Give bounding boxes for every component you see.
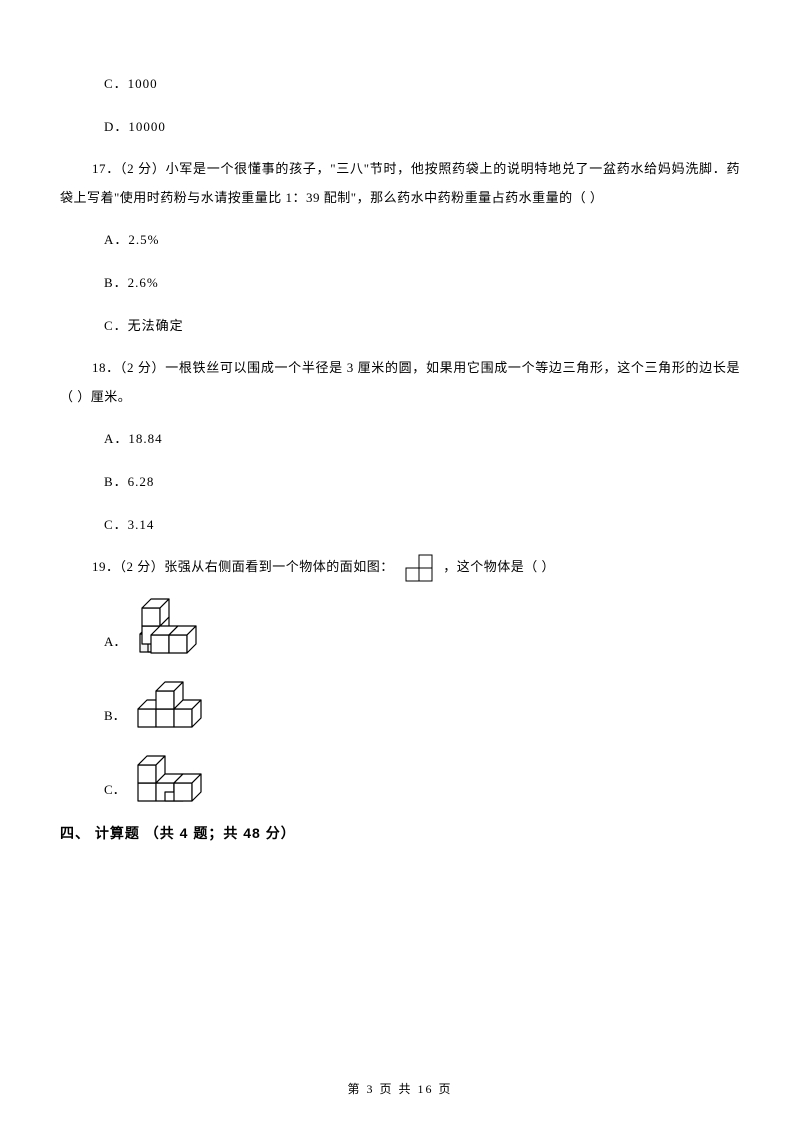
q19-option-a-label: A． <box>104 628 126 657</box>
q18-option-a: A．18.84 <box>60 425 740 454</box>
q17-option-b: B．2.6% <box>60 269 740 298</box>
q17-option-c: C．无法确定 <box>60 312 740 341</box>
q16-option-c: C．1000 <box>60 70 740 99</box>
q18-option-b: B．6.28 <box>60 468 740 497</box>
q19-option-b-figure <box>132 670 222 730</box>
q19-text-before: 19．（2 分）张强从右侧面看到一个物体的面如图： <box>92 559 394 574</box>
q19-side-view-icon <box>404 554 434 582</box>
q18-text: 18．（2 分）一根铁丝可以围成一个半径是 3 厘米的圆，如果用它围成一个等边三… <box>60 354 740 411</box>
q19-option-c-figure <box>132 744 217 804</box>
q18-option-c: C．3.14 <box>60 511 740 540</box>
q19-option-b-label: B． <box>104 702 126 731</box>
q19-option-b: B． <box>60 670 740 730</box>
page-footer: 第 3 页 共 16 页 <box>0 1076 800 1102</box>
q16-option-d: D．10000 <box>60 113 740 142</box>
q19-option-c: C． <box>60 744 740 804</box>
q19-text-after: ，这个物体是（ ） <box>443 559 555 574</box>
q17-option-a: A．2.5% <box>60 226 740 255</box>
q17-text: 17．（2 分）小军是一个很懂事的孩子，"三八"节时，他按照药袋上的说明特地兑了… <box>60 155 740 212</box>
q19-text: 19．（2 分）张强从右侧面看到一个物体的面如图： ，这个物体是（ ） <box>60 553 740 582</box>
q19-option-a: A． <box>60 596 740 656</box>
section-4-header: 四、 计算题 （共 4 题；共 48 分） <box>60 818 740 849</box>
q19-option-a-figure <box>132 596 212 656</box>
q19-option-c-label: C． <box>104 776 126 805</box>
